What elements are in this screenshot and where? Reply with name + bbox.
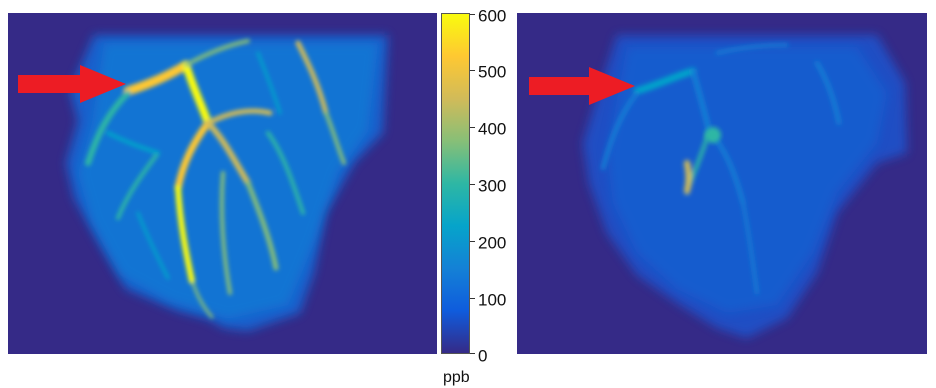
airway-tree	[85, 39, 346, 319]
hotspot	[705, 127, 721, 143]
ventilation-map-right-image	[517, 13, 927, 354]
tick-mark	[470, 70, 475, 71]
colorbar-unit-label: ppb	[443, 369, 470, 386]
colorbar-tick-label: 600	[478, 6, 507, 26]
colorbar	[441, 13, 470, 354]
heatmap-left	[8, 13, 437, 354]
colorbar-tick-label: 200	[478, 233, 507, 253]
tick-mark	[470, 184, 475, 185]
tick-mark	[470, 298, 475, 299]
heatmap-right	[517, 13, 927, 354]
tick-mark	[470, 127, 475, 128]
colorbar-tick-label: 100	[478, 290, 507, 310]
tick-mark	[470, 241, 475, 242]
tick-mark	[470, 14, 475, 15]
red-arrow-icon	[529, 67, 635, 105]
tick-mark	[470, 353, 475, 354]
ventilation-map-left-image	[8, 13, 437, 354]
lung-inner-region	[607, 47, 887, 313]
red-arrow-icon	[18, 65, 126, 103]
colorbar-tick-label: 300	[478, 176, 507, 196]
colorbar-tick-label: 400	[478, 119, 507, 139]
colorbar-tick-label: 500	[478, 62, 507, 82]
colorbar-tick-label: 0	[478, 346, 488, 366]
airway-tree	[601, 43, 841, 295]
